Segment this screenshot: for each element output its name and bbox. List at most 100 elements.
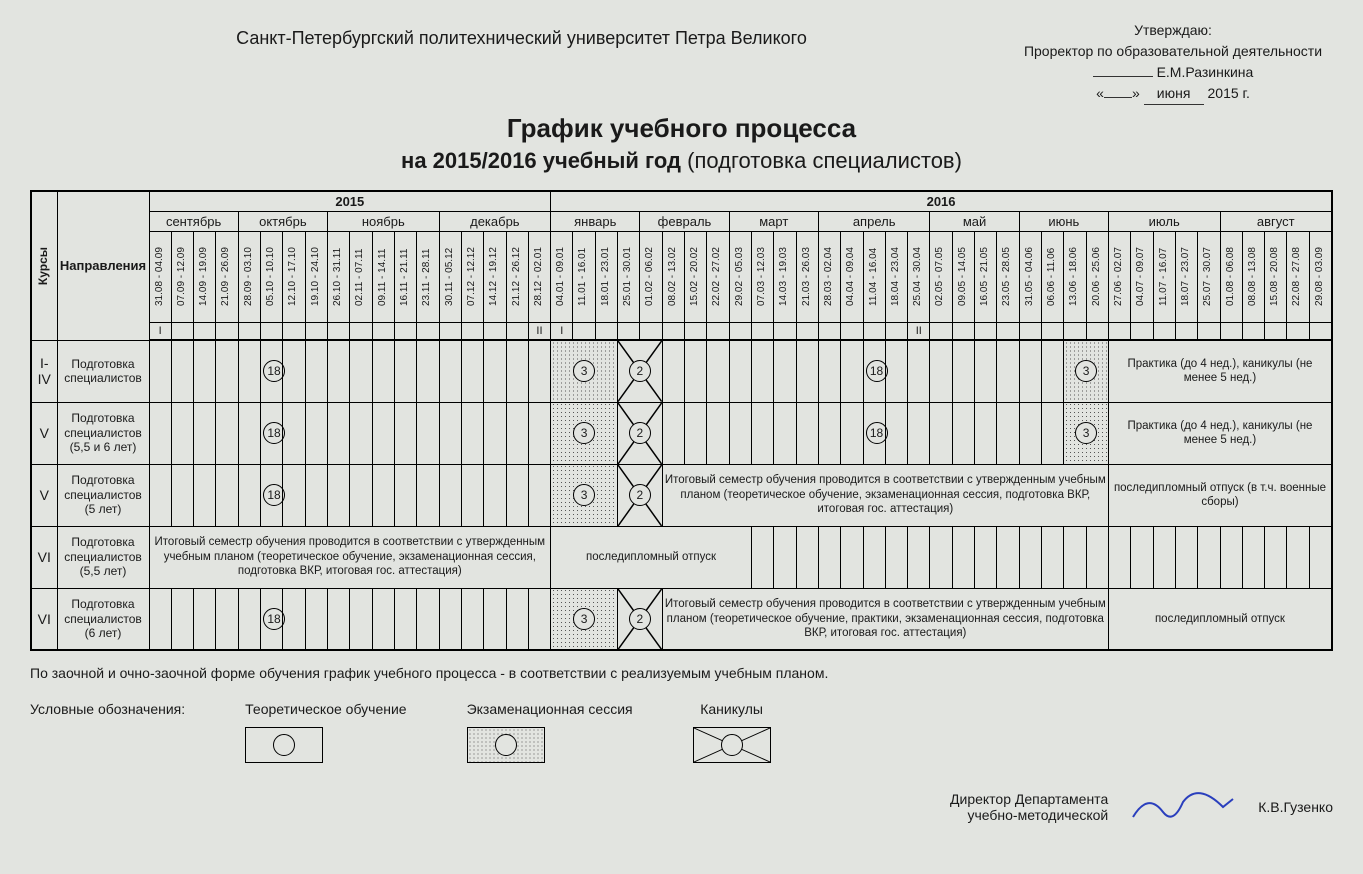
week-header: 29.08 - 03.09	[1309, 232, 1332, 323]
week-header: 11.01 - 16.01	[573, 232, 595, 323]
week-header: 11.04 - 16.04	[863, 232, 885, 323]
week-header: 14.03 - 19.03	[774, 232, 796, 323]
week-header: 06.06 - 11.06	[1042, 232, 1064, 323]
col-courses: Курсы	[34, 243, 52, 289]
week-header: 25.04 - 30.04	[908, 232, 930, 323]
week-header: 04.07 - 09.07	[1131, 232, 1153, 323]
week-header: 14.12 - 19.12	[484, 232, 506, 323]
week-header: 20.06 - 25.06	[1086, 232, 1108, 323]
header: Санкт-Петербургский политехнический унив…	[30, 20, 1333, 105]
month-header: июнь	[1019, 212, 1108, 232]
week-header: 07.03 - 12.03	[751, 232, 773, 323]
legend-label: Условные обозначения:	[30, 701, 185, 717]
month-header: февраль	[640, 212, 729, 232]
week-header: 01.08 - 06.08	[1220, 232, 1242, 323]
legend: Условные обозначения: Теоретическое обуч…	[30, 701, 1333, 763]
week-header: 07.09 - 12.09	[171, 232, 193, 323]
week-header: 23.11 - 28.11	[417, 232, 439, 323]
week-header: 18.01 - 23.01	[595, 232, 617, 323]
week-header: 02.11 - 07.11	[350, 232, 372, 323]
approve-year: 2015 г.	[1208, 85, 1250, 101]
page-subtitle: на 2015/2016 учебный год (подготовка спе…	[30, 148, 1333, 174]
signature-icon	[1128, 787, 1238, 827]
week-header: 04.04 - 09.04	[841, 232, 863, 323]
week-header: 02.05 - 07.05	[930, 232, 952, 323]
week-header: 22.08 - 27.08	[1287, 232, 1309, 323]
month-header: ноябрь	[328, 212, 440, 232]
legend-theory: Теоретическое обучение	[245, 701, 406, 763]
approve-month: июня	[1144, 83, 1204, 105]
direction-cell: Подготовка специалистов (6 лет)	[57, 588, 149, 650]
year-2016: 2016	[551, 191, 1332, 212]
week-header: 31.05 - 04.06	[1019, 232, 1041, 323]
week-header: 12.10 - 17.10	[283, 232, 305, 323]
week-header: 08.02 - 13.02	[662, 232, 684, 323]
approver-name: Е.М.Разинкина	[1157, 64, 1254, 80]
week-header: 31.08 - 04.09	[149, 232, 171, 323]
month-header: апрель	[818, 212, 930, 232]
page-title: График учебного процесса	[30, 113, 1333, 144]
week-header: 19.10 - 24.10	[305, 232, 327, 323]
week-header: 14.09 - 19.09	[194, 232, 216, 323]
week-header: 29.02 - 05.03	[729, 232, 751, 323]
week-header: 04.01 - 09.01	[551, 232, 573, 323]
month-header: октябрь	[238, 212, 327, 232]
footnote: По заочной и очно-заочной форме обучения…	[30, 665, 1333, 681]
week-header: 09.11 - 14.11	[372, 232, 394, 323]
signer-title1: Директор Департамента	[950, 791, 1108, 807]
week-header: 16.05 - 21.05	[975, 232, 997, 323]
year-2015: 2015	[149, 191, 551, 212]
week-header: 21.12 - 26.12	[506, 232, 528, 323]
course-cell: VI	[31, 588, 57, 650]
course-cell: V	[31, 402, 57, 464]
week-header: 18.04 - 23.04	[885, 232, 907, 323]
week-header: 13.06 - 18.06	[1064, 232, 1086, 323]
week-header: 15.08 - 20.08	[1265, 232, 1287, 323]
col-directions: Направления	[57, 191, 149, 340]
week-header: 01.02 - 06.02	[640, 232, 662, 323]
week-header: 23.05 - 28.05	[997, 232, 1019, 323]
legend-holiday: Каникулы	[693, 701, 771, 763]
approve-line2: Проректор по образовательной деятельност…	[1013, 41, 1333, 62]
course-cell: I-IV	[31, 340, 57, 402]
signer-title2: учебно-методической	[950, 807, 1108, 823]
signer-block: Директор Департамента учебно-методическо…	[30, 787, 1333, 827]
approve-line1: Утверждаю:	[1013, 20, 1333, 41]
direction-cell: Подготовка специалистов	[57, 340, 149, 402]
legend-exam: Экзаменационная сессия	[467, 701, 633, 763]
title-block: График учебного процесса на 2015/2016 уч…	[30, 113, 1333, 174]
week-header: 25.07 - 30.07	[1198, 232, 1220, 323]
week-header: 08.08 - 13.08	[1242, 232, 1264, 323]
week-header: 09.05 - 14.05	[952, 232, 974, 323]
week-header: 15.02 - 20.02	[685, 232, 707, 323]
week-header: 21.09 - 26.09	[216, 232, 238, 323]
week-header: 18.07 - 23.07	[1175, 232, 1197, 323]
week-header: 16.11 - 21.11	[394, 232, 416, 323]
month-header: май	[930, 212, 1019, 232]
week-header: 11.07 - 16.07	[1153, 232, 1175, 323]
week-header: 25.01 - 30.01	[618, 232, 640, 323]
course-cell: V	[31, 464, 57, 526]
course-cell: VI	[31, 526, 57, 588]
week-header: 30.11 - 05.12	[439, 232, 461, 323]
week-header: 26.10 - 31.11	[328, 232, 350, 323]
month-header: август	[1220, 212, 1332, 232]
month-header: январь	[551, 212, 640, 232]
month-header: сентябрь	[149, 212, 238, 232]
signer-name: К.В.Гузенко	[1258, 799, 1333, 815]
direction-cell: Подготовка специалистов (5 лет)	[57, 464, 149, 526]
week-header: 22.02 - 27.02	[707, 232, 729, 323]
week-header: 28.09 - 03.10	[238, 232, 260, 323]
week-header: 21.03 - 26.03	[796, 232, 818, 323]
direction-cell: Подготовка специалистов (5,5 лет)	[57, 526, 149, 588]
approval-block: Утверждаю: Проректор по образовательной …	[1013, 20, 1333, 105]
month-header: декабрь	[439, 212, 551, 232]
university-name: Санкт-Петербургский политехнический унив…	[30, 20, 1013, 49]
month-header: июль	[1108, 212, 1220, 232]
month-header: март	[729, 212, 818, 232]
direction-cell: Подготовка специалистов (5,5 и 6 лет)	[57, 402, 149, 464]
week-header: 05.10 - 10.10	[261, 232, 283, 323]
schedule-table: Курсы Направления 2015 2016 сентябрьоктя…	[30, 190, 1333, 651]
week-header: 07.12 - 12.12	[461, 232, 483, 323]
week-header: 27.06 - 02.07	[1108, 232, 1130, 323]
